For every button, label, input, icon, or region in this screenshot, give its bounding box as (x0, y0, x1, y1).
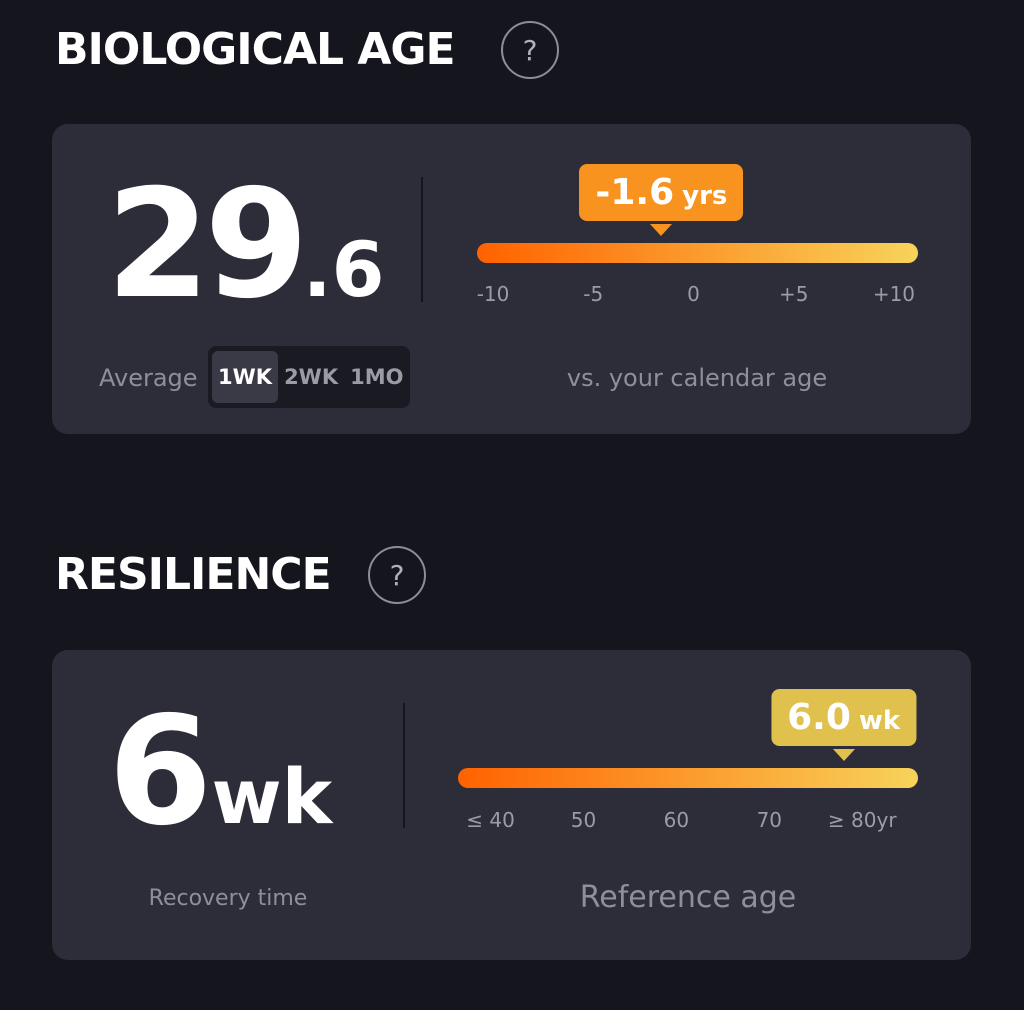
badge-unit: wk (858, 706, 901, 736)
help-button[interactable]: ? (501, 21, 559, 79)
divider (421, 177, 423, 302)
tick-label: ≥ 80yr (827, 808, 897, 832)
badge-pointer (650, 224, 673, 236)
gauge-bar (477, 243, 918, 263)
tick-label: -5 (583, 282, 604, 306)
gauge-bar (458, 768, 918, 788)
tick-label: +10 (872, 282, 916, 306)
tick-label: 70 (756, 808, 783, 832)
gauge-caption: vs. your calendar age (566, 364, 828, 392)
tick-label: +5 (778, 282, 809, 306)
period-selector: 1WK 2WK 1MO (208, 346, 410, 408)
period-option[interactable]: 2WK (284, 365, 339, 389)
help-button[interactable]: ? (368, 546, 426, 604)
tick-label: 60 (663, 808, 690, 832)
badge-unit: yrs (682, 181, 728, 211)
badge-value: 6.0 (787, 697, 851, 738)
period-option[interactable]: 1MO (350, 365, 404, 389)
badge-pointer (832, 749, 855, 761)
tick-label: ≤ 40 (466, 808, 515, 832)
tick-label: 0 (687, 282, 700, 306)
value-decimal: .6 (302, 225, 385, 314)
section-title: RESILIENCE (55, 549, 332, 600)
section-title: BIOLOGICAL AGE (55, 24, 456, 75)
badge-value: -1.6 (595, 172, 675, 213)
gauge-caption: Reference age (579, 880, 797, 915)
value-unit: wk (211, 752, 333, 841)
value-label: Recovery time (148, 886, 308, 911)
big-value: 29.6 (106, 170, 385, 320)
tick-label: -10 (476, 282, 510, 306)
big-value: 6 wk (108, 697, 332, 847)
average-label: Average (99, 364, 198, 392)
card (52, 124, 971, 434)
value-badge: -1.6 yrs (579, 164, 744, 221)
divider (403, 703, 405, 828)
value-badge: 6.0 wk (771, 689, 917, 746)
value-whole: 6 (108, 685, 212, 859)
period-option[interactable]: 1WK (212, 351, 279, 403)
tick-label: 50 (570, 808, 597, 832)
value-whole: 29 (106, 158, 309, 332)
